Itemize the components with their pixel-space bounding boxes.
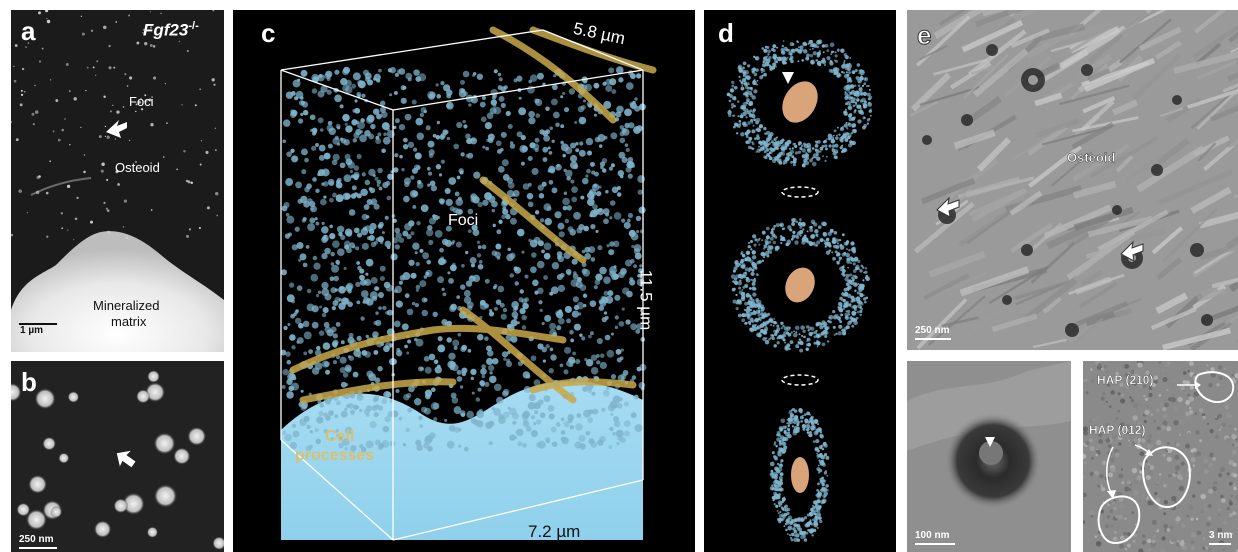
panel-e-image <box>910 10 1238 350</box>
panel-a-image <box>11 10 224 352</box>
panel-a: a Fgf23-/- Foci Osteoid Mineralized matr… <box>11 10 224 352</box>
panel-b: b 250 nm <box>11 361 224 552</box>
hap-210-outline <box>1194 371 1235 403</box>
panel-e-inset-2: HAP (210) HAP (012) 3 nm <box>1083 361 1238 552</box>
arrow-icon <box>936 196 960 218</box>
arrowhead-icon <box>985 437 995 447</box>
panel-e: e Osteoid 250 nm <box>907 10 1238 350</box>
scale-bar-line-a <box>19 323 57 325</box>
cell-processes-label-line2: processes <box>295 447 375 464</box>
genotype-base: Fgf23 <box>143 20 189 40</box>
scale-bar-line-e <box>915 338 951 340</box>
inset-1-image <box>907 361 1071 552</box>
arrow-icon <box>1120 240 1144 262</box>
arrow-icon <box>1195 381 1201 389</box>
panel-d-render <box>726 39 873 542</box>
vesicle-core-2 <box>785 267 815 303</box>
panel-b-image <box>11 370 224 551</box>
mineralized-label-line2: matrix <box>111 314 147 329</box>
foci-label-a: Foci <box>129 94 154 109</box>
panel-label-b: b <box>21 367 37 397</box>
scale-bar-label-inset1: 100 nm <box>915 530 950 541</box>
arrowhead-icon <box>782 72 794 84</box>
cell-processes-label-line1: Cell <box>325 428 355 445</box>
scale-bar-line-inset2 <box>1209 543 1231 545</box>
panel-d: d <box>704 10 896 552</box>
mineralized-label-line1: Mineralized <box>93 298 160 313</box>
foci-label-c: Foci <box>448 212 479 229</box>
hap-012-label: HAP (012) <box>1089 423 1146 437</box>
scale-bar-label-a: 1 µm <box>20 325 43 336</box>
arrow-icon <box>116 450 136 468</box>
panel-e-inset-1: 100 nm <box>907 361 1071 552</box>
hap-012-outline-2 <box>1097 495 1141 545</box>
bounding-box <box>280 29 644 541</box>
rotation-arrow-icon <box>781 186 819 386</box>
hap-210-label: HAP (210) <box>1097 373 1154 387</box>
panel-label-e: e <box>916 20 932 50</box>
mineralized-surface <box>281 381 643 540</box>
genotype-label: Fgf23-/- <box>143 20 199 41</box>
panel-c-render <box>280 26 657 541</box>
panel-label-a: a <box>21 16 36 46</box>
scale-bar-label-b: 250 nm <box>19 534 54 545</box>
arrow-icon <box>1145 449 1153 456</box>
genotype-superscript: -/- <box>188 20 199 32</box>
panel-c: c 5.8 µm 11.5 µm 7.2 µm Foci Cell proces… <box>233 10 695 552</box>
panel-label-d: d <box>718 18 734 48</box>
cell-process-strands <box>289 26 657 404</box>
scale-bar-line-b <box>19 547 57 549</box>
osteoid-label-e: Osteoid <box>1067 150 1116 165</box>
scale-bar-label-inset2: 3 nm <box>1209 530 1233 541</box>
inset-2-image <box>1083 361 1238 552</box>
dimension-side-label: 11.5 µm <box>636 269 656 331</box>
arrow-icon <box>106 120 127 138</box>
panel-label-c: c <box>261 18 276 48</box>
scale-bar-label-e: 250 nm <box>915 325 950 336</box>
dimension-bottom-label: 7.2 µm <box>528 522 581 541</box>
mineralized-matrix-region <box>11 231 224 352</box>
scale-bar-line-inset1 <box>915 543 955 545</box>
arrow-icon <box>1107 490 1116 499</box>
hap-012-outline-1 <box>1141 446 1191 509</box>
vesicle-core-1 <box>782 81 818 123</box>
vesicle-core-3 <box>791 457 809 493</box>
osteoid-label-a: Osteoid <box>115 160 160 175</box>
